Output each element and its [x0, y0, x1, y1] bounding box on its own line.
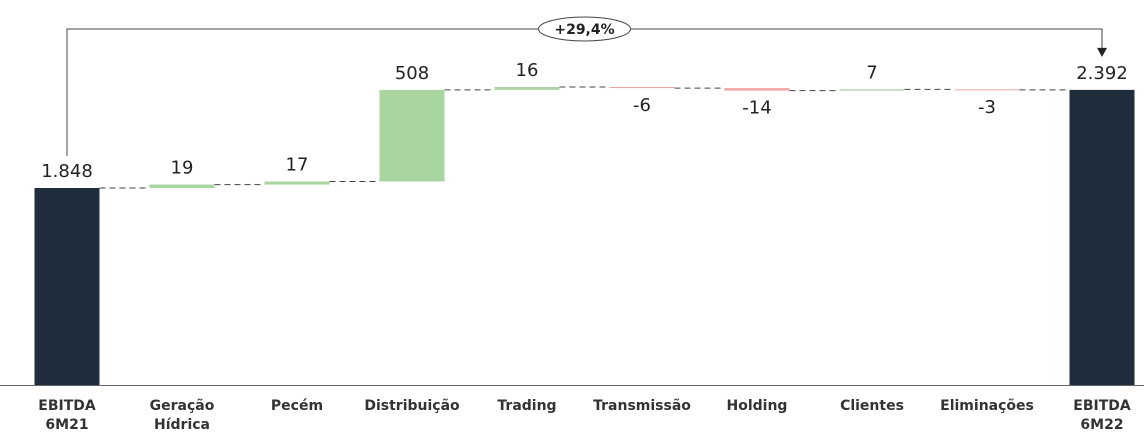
value-label: 19: [171, 158, 194, 179]
bar: [34, 188, 100, 385]
bar: [149, 184, 215, 188]
value-label: -3: [978, 97, 996, 118]
annotation: +29,4%: [554, 22, 614, 38]
value-label: -6: [633, 95, 651, 116]
value-label: 16: [516, 60, 539, 81]
arrow-head: [1097, 47, 1107, 57]
x-tick-label: Transmissão: [593, 398, 691, 414]
x-tick-label: Geração Hídrica: [149, 398, 215, 433]
x-tick-label: Trading: [497, 398, 557, 414]
bar: [724, 88, 790, 91]
x-tick-label: Holding: [726, 398, 788, 414]
bar: [494, 87, 560, 90]
x-tick-label: Pecém: [270, 398, 324, 414]
value-label: 2.392: [1076, 63, 1128, 84]
value-label: 1.848: [41, 161, 93, 182]
bar: [609, 87, 675, 89]
value-label: 508: [395, 63, 429, 84]
bar: [264, 181, 330, 185]
x-tick-label: EBITDA 6M22: [1073, 398, 1131, 433]
value-label: 17: [286, 155, 309, 176]
bar: [839, 89, 905, 91]
x-tick-label: Clientes: [840, 398, 904, 414]
bracket: [66, 28, 1103, 156]
bar: [379, 89, 445, 182]
x-tick-label: Distribuição: [364, 398, 460, 414]
value-label: -14: [742, 98, 771, 119]
bar: [1069, 89, 1135, 385]
annotation-bubble: [538, 16, 631, 42]
bar: [954, 89, 1020, 91]
x-tick-label: Eliminações: [940, 398, 1034, 414]
value-label: 7: [866, 62, 877, 83]
x-tick-label: EBITDA 6M21: [38, 398, 96, 433]
